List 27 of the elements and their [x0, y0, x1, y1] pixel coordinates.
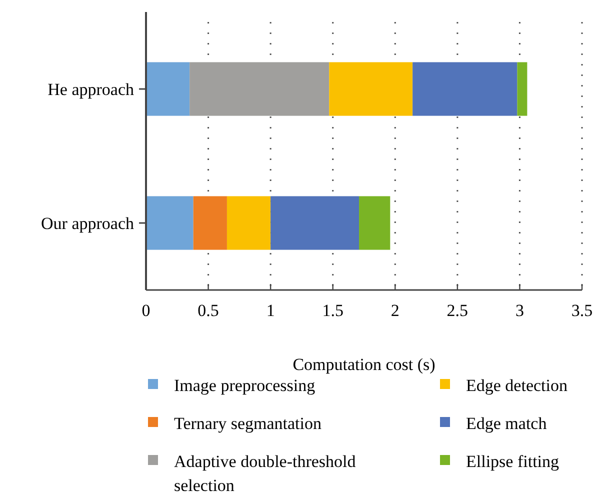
bar — [190, 62, 330, 116]
bar — [226, 196, 271, 250]
legend-label: Edge match — [466, 414, 548, 433]
x-axis-title: Computation cost (s) — [292, 355, 436, 374]
x-tick-label: 2.5 — [446, 301, 468, 320]
bar — [412, 62, 518, 116]
bar — [517, 62, 528, 116]
bar — [146, 62, 190, 116]
bar — [270, 196, 360, 250]
legend-label: Adaptive double-threshold selection — [174, 452, 356, 495]
x-tick-label: 1 — [266, 301, 275, 320]
y-tick-label: He approach — [48, 80, 134, 99]
bar — [146, 196, 194, 250]
legend-label: Ternary segmantation — [174, 414, 322, 433]
x-tick-label: 0.5 — [198, 301, 219, 320]
x-tick-label: 3.5 — [571, 301, 593, 320]
x-tick-label: 3 — [515, 301, 524, 320]
legend-label: Edge detection — [466, 376, 568, 395]
bar — [329, 62, 413, 116]
legend-label: Image preprocessing — [174, 376, 316, 395]
legend-label: Ellipse fitting — [466, 452, 560, 471]
x-tick-label: 1.5 — [322, 301, 344, 320]
bar — [359, 196, 390, 250]
x-tick-label: 0 — [142, 301, 150, 320]
x-tick-label: 2 — [390, 301, 400, 320]
bar — [193, 196, 227, 250]
y-tick-label: Our approach — [41, 214, 134, 233]
